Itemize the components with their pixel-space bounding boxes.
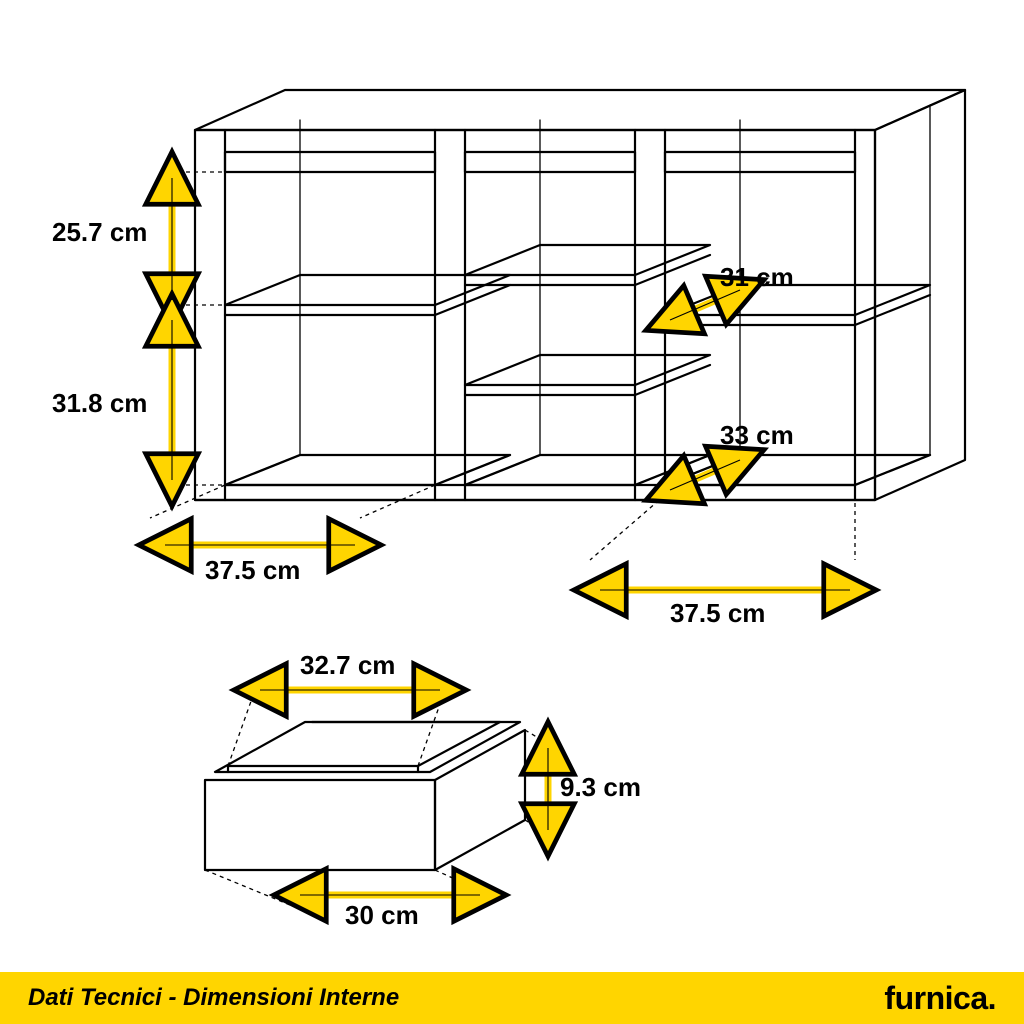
dim-width-right: 37.5 cm bbox=[670, 598, 765, 629]
footer-title: Dati Tecnici - Dimensioni Interne bbox=[28, 984, 399, 1012]
dim-width-left: 37.5 cm bbox=[205, 555, 300, 586]
cabinet-outline bbox=[195, 90, 965, 500]
dim-height-top: 25.7 cm bbox=[52, 217, 147, 248]
diagram-canvas bbox=[0, 0, 1024, 972]
extension-lines bbox=[150, 172, 855, 560]
dim-drawer-width: 32.7 cm bbox=[300, 650, 395, 681]
dim-depth-top: 31 cm bbox=[720, 262, 794, 293]
dim-drawer-height: 9.3 cm bbox=[560, 772, 641, 803]
dim-depth-bottom: 33 cm bbox=[720, 420, 794, 451]
footer-bar: Dati Tecnici - Dimensioni Interne furnic… bbox=[0, 972, 1024, 1024]
dimension-arrows-drawer bbox=[260, 690, 548, 895]
drawer-outline bbox=[205, 722, 525, 870]
brand-logo: furnica. bbox=[884, 980, 996, 1017]
dim-height-bottom: 31.8 cm bbox=[52, 388, 147, 419]
dim-drawer-depth: 30 cm bbox=[345, 900, 419, 931]
